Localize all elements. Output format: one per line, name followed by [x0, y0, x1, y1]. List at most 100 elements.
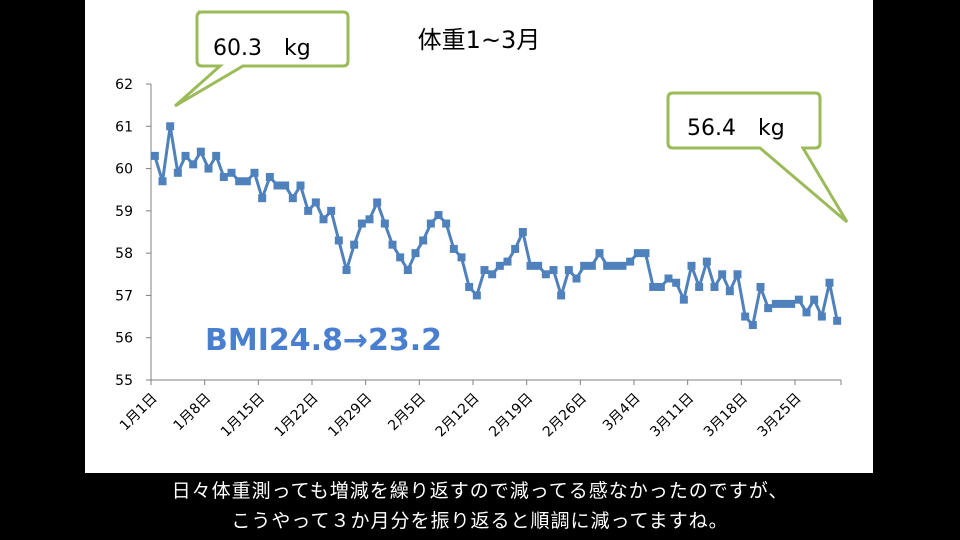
data-point	[196, 147, 205, 156]
x-tick-label: 1月29日	[325, 390, 375, 440]
data-point	[465, 282, 474, 291]
x-tick-label: 3月11日	[647, 390, 697, 440]
y-axis: 55 56 57 58 59 60 61 62	[115, 77, 152, 389]
data-point	[281, 181, 290, 190]
x-tick-label: 3月4日	[600, 390, 644, 434]
data-point	[258, 194, 267, 203]
data-point	[212, 151, 221, 160]
callout-start-weight: 60.3 kg	[174, 10, 350, 108]
data-point	[833, 316, 842, 325]
x-tick-label: 2月26日	[540, 390, 590, 440]
data-point	[457, 253, 466, 262]
data-point	[296, 181, 305, 190]
data-point	[733, 270, 742, 279]
data-point	[442, 219, 451, 228]
caption-line-1: 日々体重測っても増減を繰り返すので減ってる感なかったのですが、	[171, 480, 789, 502]
x-tick-label: 3月25日	[755, 390, 805, 440]
data-point	[633, 249, 642, 258]
data-point	[825, 278, 834, 287]
data-point	[572, 274, 581, 283]
data-point	[511, 244, 520, 253]
data-point	[756, 282, 765, 291]
data-point	[373, 198, 382, 207]
data-point	[802, 308, 811, 317]
data-point	[495, 261, 504, 270]
data-point	[610, 261, 619, 270]
series-line	[153, 124, 839, 327]
data-point	[580, 261, 589, 270]
data-point	[725, 287, 734, 296]
y-tick-label: 58	[115, 246, 133, 262]
data-point	[526, 261, 535, 270]
data-point	[472, 291, 481, 300]
data-point	[564, 266, 573, 275]
data-point	[656, 282, 665, 291]
data-point	[411, 249, 420, 258]
data-point	[603, 261, 612, 270]
data-point	[235, 177, 244, 186]
callout-end-bubble	[666, 91, 849, 224]
data-point	[664, 274, 673, 283]
data-point	[181, 151, 190, 160]
data-point	[173, 168, 182, 177]
chart-panel: 体重1~3月 55 56 57 58 59 60 61 62 1月1日 1月8日 1月15日 1月2…	[85, 0, 873, 473]
data-point	[403, 266, 412, 275]
y-tick-label: 61	[115, 119, 133, 135]
data-point	[388, 240, 397, 249]
data-point	[687, 261, 696, 270]
y-tick-label: 56	[115, 331, 133, 347]
x-axis: 1月1日 1月8日 1月15日 1月22日 1月29日 2月5日 2月12日 2月19日 2月2…	[117, 379, 842, 440]
data-point	[641, 249, 650, 258]
data-point	[419, 236, 428, 245]
data-point	[787, 299, 796, 308]
x-tick-label: 2月19日	[486, 390, 536, 440]
data-point	[672, 278, 681, 287]
data-point	[748, 321, 757, 330]
callout-start-text: 60.3 kg	[213, 36, 311, 61]
data-point	[227, 168, 236, 177]
data-point	[557, 291, 566, 300]
data-point	[242, 177, 251, 186]
data-point	[342, 266, 351, 275]
data-point	[434, 211, 443, 220]
caption-line-2: こうやって３か月分を振り返ると順調に減ってますね。	[231, 510, 729, 532]
data-point	[549, 266, 558, 275]
data-point	[480, 266, 489, 275]
data-point	[794, 295, 803, 304]
y-tick-label: 59	[115, 204, 133, 220]
data-point	[810, 295, 819, 304]
data-point	[618, 261, 627, 270]
callout-end-text: 56.4 kg	[687, 116, 785, 141]
data-point	[817, 312, 826, 321]
bmi-label: BMI24.8→23.2	[205, 323, 442, 358]
data-point	[357, 219, 366, 228]
data-point	[189, 160, 198, 169]
data-point	[710, 282, 719, 291]
data-point	[503, 257, 512, 266]
data-point	[541, 270, 550, 279]
data-point	[380, 219, 389, 228]
data-point	[365, 215, 374, 224]
data-point	[166, 122, 175, 131]
data-point	[649, 282, 658, 291]
data-point	[695, 282, 704, 291]
callout-end-weight: 56.4 kg	[666, 91, 849, 224]
data-point	[219, 173, 228, 182]
data-point	[702, 257, 711, 266]
x-tick-label: 2月12日	[433, 390, 483, 440]
weight-series	[150, 122, 842, 330]
callout-start-bubble	[174, 10, 350, 108]
data-point	[265, 173, 274, 182]
data-point	[158, 177, 167, 186]
data-point	[311, 198, 320, 207]
data-point	[319, 215, 328, 224]
subtitle-caption: 日々体重測っても増減を繰り返すので減ってる感なかったのですが、 こうやって３か月…	[0, 476, 960, 536]
data-point	[595, 249, 604, 258]
x-tick-label: 1月8日	[171, 390, 215, 434]
data-point	[764, 304, 773, 313]
data-point	[518, 228, 527, 236]
data-point	[304, 206, 313, 215]
data-point	[150, 151, 159, 160]
data-point	[587, 261, 596, 270]
